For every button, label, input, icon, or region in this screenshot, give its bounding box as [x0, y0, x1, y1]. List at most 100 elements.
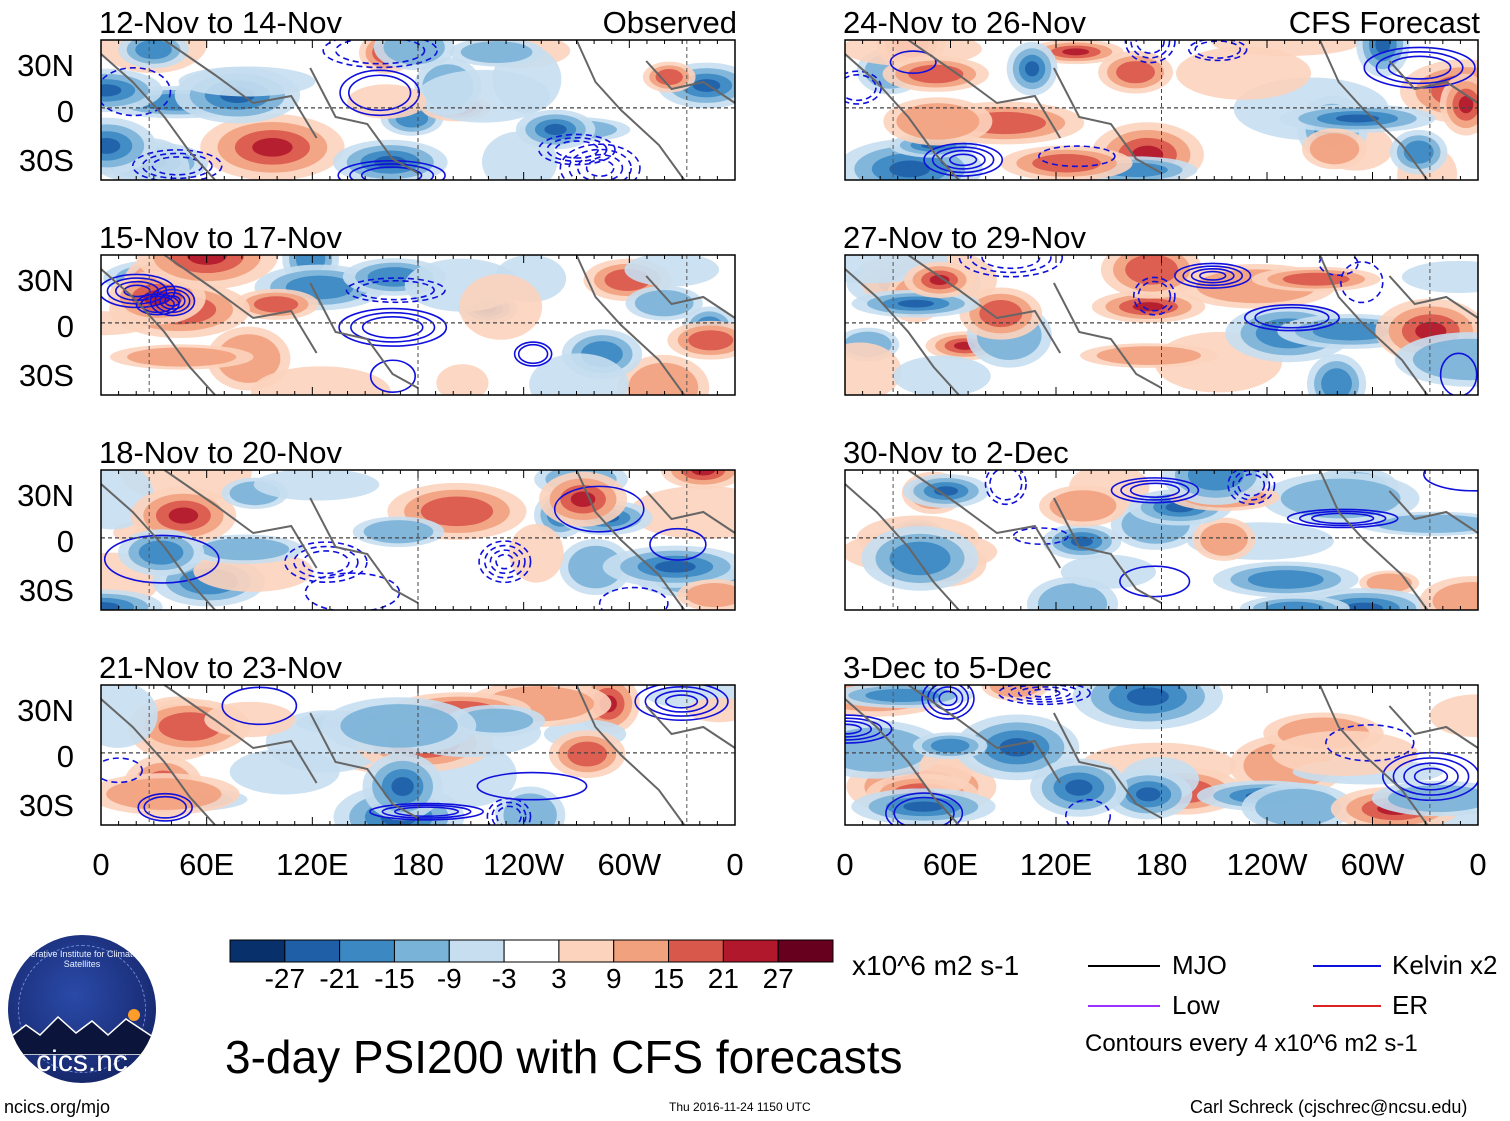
anomaly-shade: [544, 123, 567, 136]
anomaly-shade: [634, 290, 694, 317]
coastline: [645, 490, 735, 534]
anomaly-shade: [1375, 514, 1478, 533]
y-tick-label: 30N: [17, 693, 74, 728]
coastline: [309, 712, 419, 819]
kelvin-contour: [1194, 40, 1242, 59]
anomaly-shade: [896, 103, 980, 140]
kelvin-contour: [1190, 268, 1235, 284]
kelvin-contour: [369, 802, 484, 821]
coastline: [1388, 490, 1478, 534]
legend-kelvin-line: [1313, 965, 1381, 967]
anomaly-shade: [229, 748, 340, 795]
y-tick-label: 0: [57, 94, 74, 129]
x-tick-label: 0: [836, 847, 853, 882]
colorbar-tick-label: 27: [763, 963, 794, 994]
kelvin-contour: [1120, 479, 1190, 501]
kelvin-contour: [349, 163, 435, 180]
kelvin-contour: [984, 470, 1027, 506]
kelvin-contour: [554, 140, 600, 159]
anomaly-shade: [865, 688, 940, 703]
kelvin-contour: [1174, 262, 1252, 289]
kelvin-contour: [394, 806, 460, 818]
footer-author: Carl Schreck (cjschrec@ncsu.edu): [1190, 1097, 1468, 1117]
kelvin-contour: [483, 544, 526, 579]
anomaly-shade: [897, 299, 934, 308]
colorbar-swatch: [393, 939, 450, 963]
logo-mountains: [8, 1009, 156, 1055]
kelvin-contour: [356, 279, 435, 301]
anomaly-shade: [1037, 583, 1108, 610]
kelvin-contour: [496, 805, 522, 825]
coastline: [1388, 705, 1478, 749]
anomaly-shade: [568, 545, 623, 589]
anomaly-shade: [253, 296, 299, 313]
anomaly-shade: [1032, 154, 1101, 173]
colorbar-tick-label: 9: [606, 963, 622, 994]
anomaly-shade: [204, 701, 296, 738]
footer-timestamp: Thu 2016-11-24 1150 UTC: [669, 1100, 811, 1114]
footer-url: ncics.org/mjo: [4, 1097, 111, 1117]
coastline: [1318, 470, 1429, 610]
x-tick-label: 60E: [179, 847, 234, 882]
coastline: [645, 60, 735, 104]
anomaly-shade: [686, 583, 735, 608]
coastline: [907, 685, 1062, 784]
panel-date-label: 21-Nov to 23-Nov: [99, 650, 342, 685]
coastline: [1053, 282, 1162, 389]
kelvin-contour: [649, 527, 707, 561]
anomaly-shade: [1335, 114, 1380, 123]
anomaly-shade: [420, 496, 494, 527]
kelvin-contour: [1232, 470, 1271, 501]
anomaly-shade: [529, 353, 629, 395]
anomaly-shade: [416, 69, 551, 123]
logo-arc-text: Cooperative Institute for Climate and Sa…: [8, 949, 156, 969]
kelvin-contour: [1298, 510, 1387, 527]
y-tick-label: 30N: [17, 478, 74, 513]
cics-logo: Cooperative Institute for Climate and Sa…: [8, 935, 156, 1083]
kelvin-contour: [361, 316, 424, 339]
map-panel: 30-Nov to 2-Dec: [843, 435, 1479, 611]
colorbar-tick-label: 3: [551, 963, 567, 994]
colorbar-swatch: [448, 939, 505, 963]
kelvin-contour: [513, 341, 553, 367]
anomaly-shade: [508, 523, 564, 583]
kelvin-contour: [949, 153, 978, 167]
kelvin-contour: [1387, 55, 1452, 80]
anomaly-shade: [1132, 302, 1165, 312]
coastline: [1318, 40, 1429, 180]
anomaly-shade: [1070, 536, 1093, 547]
coastline: [1318, 685, 1429, 825]
kelvin-contour: [997, 685, 1091, 706]
anomaly-shade: [1401, 260, 1478, 293]
legend-mjo-line: [1088, 965, 1160, 967]
kelvin-contour: [1188, 40, 1248, 62]
anomaly-shade: [1200, 522, 1248, 556]
colorbar: -27 -21 -15 -9 -3 3 9 15 21 27: [229, 939, 834, 994]
colorbar-tick-label: -3: [492, 963, 517, 994]
kelvin-contour: [293, 545, 359, 579]
x-tick-label: 120E: [1020, 847, 1092, 882]
anomaly-shade: [1309, 133, 1360, 165]
anomaly-shade: [374, 155, 407, 169]
kelvin-contour: [114, 280, 159, 302]
colorbar-swatch: [668, 939, 724, 963]
figure-title: 3-day PSI200 with CFS forecasts: [225, 1031, 903, 1083]
map-panel: 15-Nov to 17-Nov 30N 0 30S: [17, 220, 736, 396]
coastline: [845, 53, 960, 180]
logo-ring: [18, 945, 146, 1073]
kelvin-contour: [921, 685, 975, 720]
anomaly-shade: [458, 708, 534, 733]
y-tick-label: 0: [57, 739, 74, 774]
legend-low-label: Low: [1172, 990, 1220, 1020]
y-tick-label: 0: [57, 524, 74, 559]
kelvin-contour: [585, 159, 615, 177]
kelvin-contour: [347, 74, 412, 112]
kelvin-contour: [654, 690, 709, 713]
kelvin-contour: [568, 148, 632, 180]
kelvin-contour: [1028, 688, 1061, 698]
kelvin-contour: [381, 804, 472, 819]
colorbar-swatch: [558, 939, 615, 963]
kelvin-contour: [1129, 482, 1181, 499]
kelvin-contour: [1017, 686, 1071, 701]
